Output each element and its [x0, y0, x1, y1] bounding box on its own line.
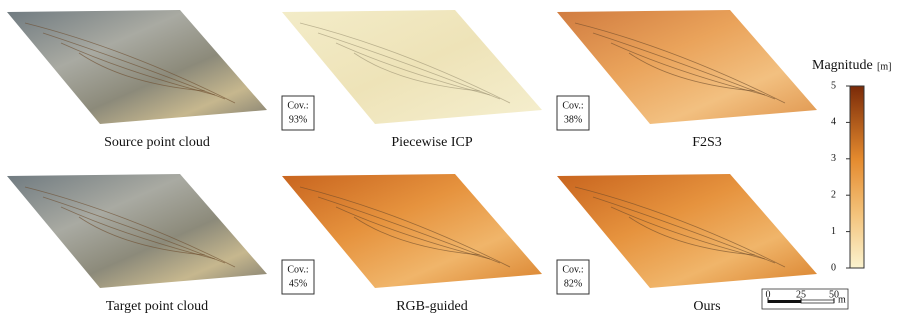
ridge-line: [592, 196, 776, 264]
coverage-value: 82%: [564, 278, 582, 289]
scale-frame: [761, 288, 849, 310]
ridge-line: [353, 216, 481, 256]
coverage-value: 38%: [564, 114, 582, 125]
ridge-line: [42, 196, 226, 264]
colorbar-tick-label: 0: [831, 262, 836, 273]
scale-tick-label: 50: [829, 289, 839, 300]
ridge-line: [24, 22, 236, 104]
coverage-box: [281, 259, 315, 295]
coverage-value: 93%: [289, 114, 307, 125]
ridge-line: [299, 22, 511, 104]
scale-bar-white: [800, 299, 835, 304]
coverage-label: Cov.:: [287, 264, 308, 275]
coverage-value: 45%: [289, 278, 307, 289]
coverage-label: Cov.:: [562, 264, 583, 275]
ridge-line: [78, 52, 206, 92]
colorbar-gradient: [849, 85, 865, 269]
colorbar: Magnitude [m] 0 1 2 3 4 5: [812, 58, 891, 273]
coverage-box: [281, 95, 315, 131]
point-cloud: [557, 10, 817, 124]
colorbar-title: Magnitude: [812, 58, 873, 73]
colorbar-tick-label: 4: [831, 117, 836, 128]
scale-bar: 0 25 50 m: [761, 288, 849, 310]
panel-caption: F2S3: [692, 135, 722, 150]
panels: Source point cloud Piecewise ICP Cov.: 93% F…: [7, 10, 817, 314]
ridge-line: [353, 52, 481, 92]
ridge-line: [24, 186, 236, 268]
point-cloud: [7, 174, 267, 288]
coverage-box: [556, 259, 590, 295]
panel-caption: Ours: [693, 299, 720, 314]
colorbar-unit: [m]: [877, 61, 891, 72]
ridge-line: [574, 186, 786, 268]
point-cloud: [557, 174, 817, 288]
colorbar-tick-label: 1: [831, 226, 836, 237]
ridge-line: [78, 216, 206, 256]
panel-caption: Source point cloud: [104, 135, 210, 150]
scale-tick-label: 25: [796, 289, 806, 300]
scale-tick-label: 0: [766, 289, 771, 300]
ridge-line: [628, 52, 756, 92]
ridge-line: [317, 32, 501, 100]
point-cloud: [282, 10, 542, 124]
panel-caption: Target point cloud: [106, 299, 208, 314]
scale-bar-black: [768, 300, 801, 303]
panel-caption: RGB-guided: [396, 299, 468, 314]
colorbar-tick-label: 3: [831, 153, 836, 164]
ridge-line: [592, 32, 776, 100]
ridge-line: [628, 216, 756, 256]
coverage-box: [556, 95, 590, 131]
ridge-line: [574, 22, 786, 104]
colorbar-tick-label: 2: [831, 189, 836, 200]
ridge-line: [42, 32, 226, 100]
coverage-label: Cov.:: [287, 100, 308, 111]
panel-caption: Piecewise ICP: [391, 135, 472, 150]
colorbar-tick-label: 5: [831, 80, 836, 91]
coverage-label: Cov.:: [562, 100, 583, 111]
point-cloud: [7, 10, 267, 124]
ridge-line: [299, 186, 511, 268]
scale-unit: m: [838, 294, 846, 305]
ridge-line: [317, 196, 501, 264]
point-cloud: [282, 174, 542, 288]
